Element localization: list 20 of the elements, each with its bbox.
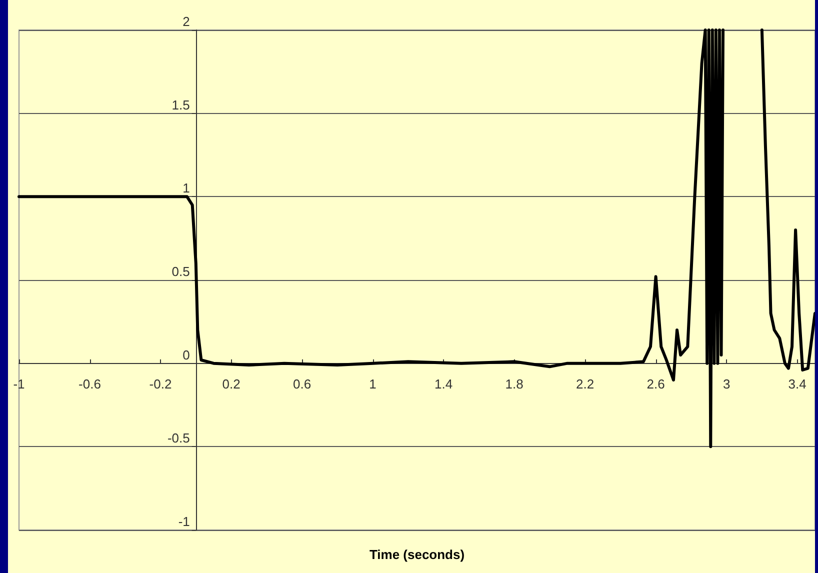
y-tick-label: -0.5 [167, 430, 190, 446]
x-tick-label: 2.2 [576, 376, 594, 392]
y-tick-label: 1.5 [172, 97, 190, 112]
x-axis-title: Time (seconds) [369, 547, 465, 562]
y-tick-label: 1 [182, 180, 190, 196]
x-tick-label: 3.4 [788, 376, 806, 392]
y-tick-label: 0 [182, 347, 190, 362]
x-tick-label: -1 [13, 376, 25, 392]
x-tick-label: -0.2 [149, 376, 172, 392]
x-tick-label: 1 [369, 376, 376, 392]
y-tick-label: -1 [178, 514, 190, 529]
y-tick-label: 2 [182, 14, 190, 29]
x-tick-label: 1.4 [434, 376, 453, 392]
x-tick-label: 0.2 [222, 376, 240, 392]
x-tick-label: 1.8 [505, 376, 524, 392]
x-tick-label: -0.6 [78, 376, 101, 392]
x-tick-label: 3 [722, 376, 730, 392]
x-tick-label: 2.6 [646, 376, 665, 392]
x-tick-label: 0.6 [292, 376, 312, 392]
y-tick-label: 0.5 [172, 264, 190, 279]
